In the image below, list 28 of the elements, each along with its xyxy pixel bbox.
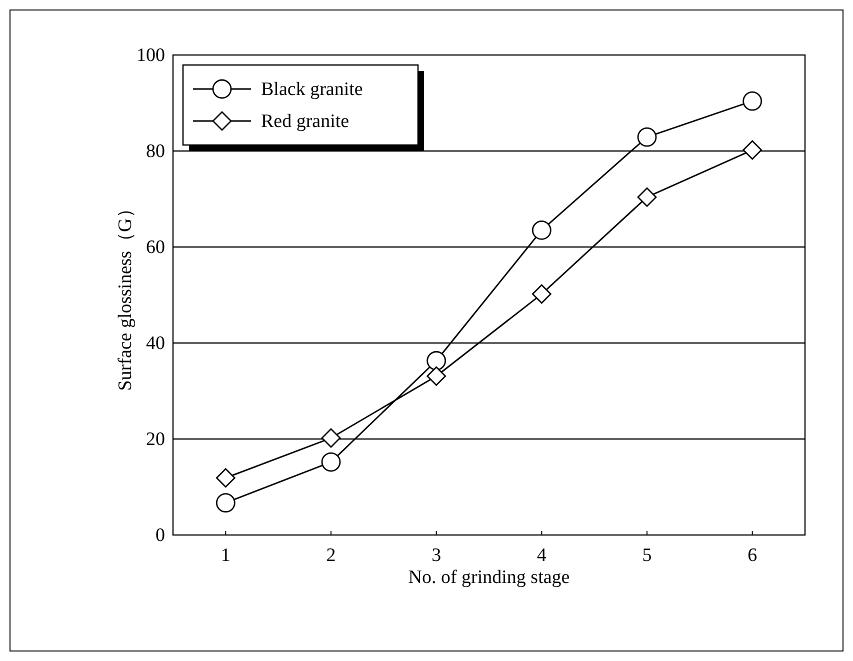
y-axis-title: Surface glossiness（G） (115, 199, 136, 391)
point (216, 468, 236, 488)
point (532, 284, 552, 304)
x-tick-label: 4 (536, 545, 547, 566)
legend-label: Red granite (261, 111, 350, 132)
point (321, 428, 341, 448)
point (216, 493, 236, 513)
y-tick-label: 80 (146, 141, 165, 162)
point (637, 127, 657, 147)
y-tick-label: 0 (156, 525, 165, 546)
y-tick-label: 20 (146, 429, 165, 450)
x-tick-label: 1 (220, 545, 230, 566)
point (532, 220, 552, 240)
x-axis-title: No. of grinding stage (408, 567, 570, 588)
point (742, 91, 762, 111)
y-tick-label: 100 (136, 45, 165, 66)
x-tick-label: 6 (748, 545, 758, 566)
y-tick-label: 60 (146, 237, 165, 258)
x-tick-label: 3 (432, 545, 442, 566)
y-tick-label: 40 (146, 333, 165, 354)
legend-label: Black granite (261, 79, 363, 100)
point (637, 187, 657, 207)
point (426, 351, 446, 370)
point (426, 366, 446, 386)
point (321, 452, 341, 472)
x-tick-label: 5 (642, 545, 652, 566)
x-tick-label: 2 (326, 545, 336, 566)
point (742, 140, 762, 160)
